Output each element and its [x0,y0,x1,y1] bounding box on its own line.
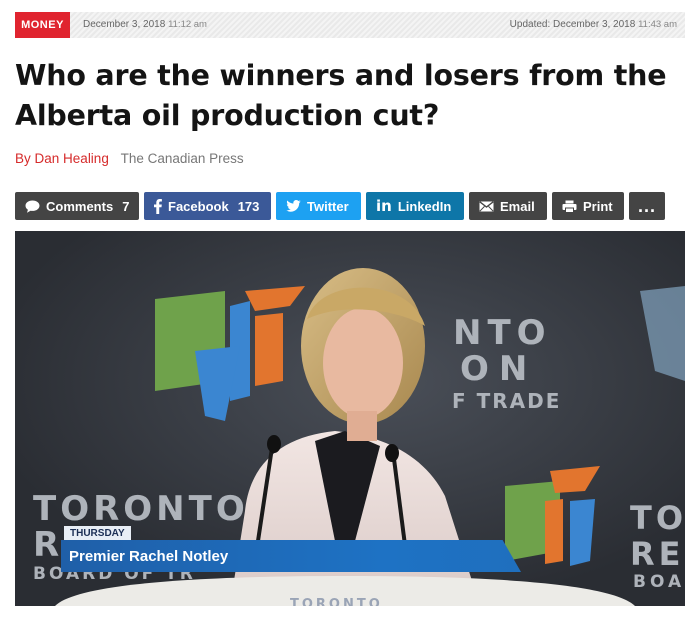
comments-label: Comments [46,198,114,214]
printer-icon [562,200,577,213]
updated-date: Updated: December 3, 2018 11:43 am [510,19,677,30]
envelope-icon [479,200,494,212]
comments-count: 7 [122,198,130,214]
category-badge[interactable]: MONEY [15,12,70,38]
email-share-button[interactable]: Email [469,192,547,220]
updated-date-text: December 3, 2018 [553,19,636,30]
backdrop-text-center-1: NTO [453,313,552,353]
backdrop-text-center-3: F TRADE [452,389,562,413]
published-date: December 3, 2018 11:12 am [83,19,207,30]
speech-bubble-icon [25,200,40,213]
author-link[interactable]: Dan Healing [34,151,109,166]
backdrop-text-left-1: TORONTO [33,489,249,529]
article-meta-bar: MONEY December 3, 2018 11:12 am Updated:… [15,12,685,38]
published-date-text: December 3, 2018 [83,19,166,30]
twitter-share-button[interactable]: Twitter [276,192,361,220]
facebook-count: 173 [237,198,260,214]
facebook-share-button[interactable]: Facebook 173 [144,192,271,220]
backdrop-text-center-2: ON [460,349,538,389]
byline-prefix: By [15,151,31,166]
lower-third-caption: Premier Rachel Notley [61,540,521,572]
article-headline: Who are the winners and losers from the … [15,59,667,132]
print-label: Print [583,198,613,214]
hero-image[interactable]: TORONTO R BOARD OF TR NTO ON F TRADE TO … [15,231,685,606]
byline-source: The Canadian Press [120,151,244,166]
backdrop-text-right-3: BOA [633,572,685,592]
more-options-button[interactable]: ... [629,192,665,220]
comments-button[interactable]: Comments 7 [15,192,139,220]
print-button[interactable]: Print [552,192,624,220]
updated-time-text: 11:43 am [638,19,677,30]
twitter-label: Twitter [307,198,349,214]
published-time-text: 11:12 am [168,19,207,30]
facebook-label: Facebook [168,198,229,214]
lower-third-tag: THURSDAY [64,526,131,540]
share-toolbar: Comments 7 Facebook 173 Twitter in Linke… [15,192,665,220]
backdrop-text-right-2: RE [630,535,685,573]
email-label: Email [500,198,535,214]
linkedin-label: LinkedIn [397,198,452,214]
linkedin-icon: in [376,197,392,215]
backdrop-text-left-2: R [33,525,64,565]
byline: By Dan Healing The Canadian Press [15,151,244,166]
more-dots-icon: ... [637,195,656,216]
linkedin-share-button[interactable]: in LinkedIn [366,192,464,220]
facebook-icon [154,198,162,214]
podium-text: TORONTO [290,597,383,606]
updated-label: Updated: [509,19,551,30]
twitter-bird-icon [286,200,301,212]
backdrop-text-right-1: TO [630,499,685,537]
